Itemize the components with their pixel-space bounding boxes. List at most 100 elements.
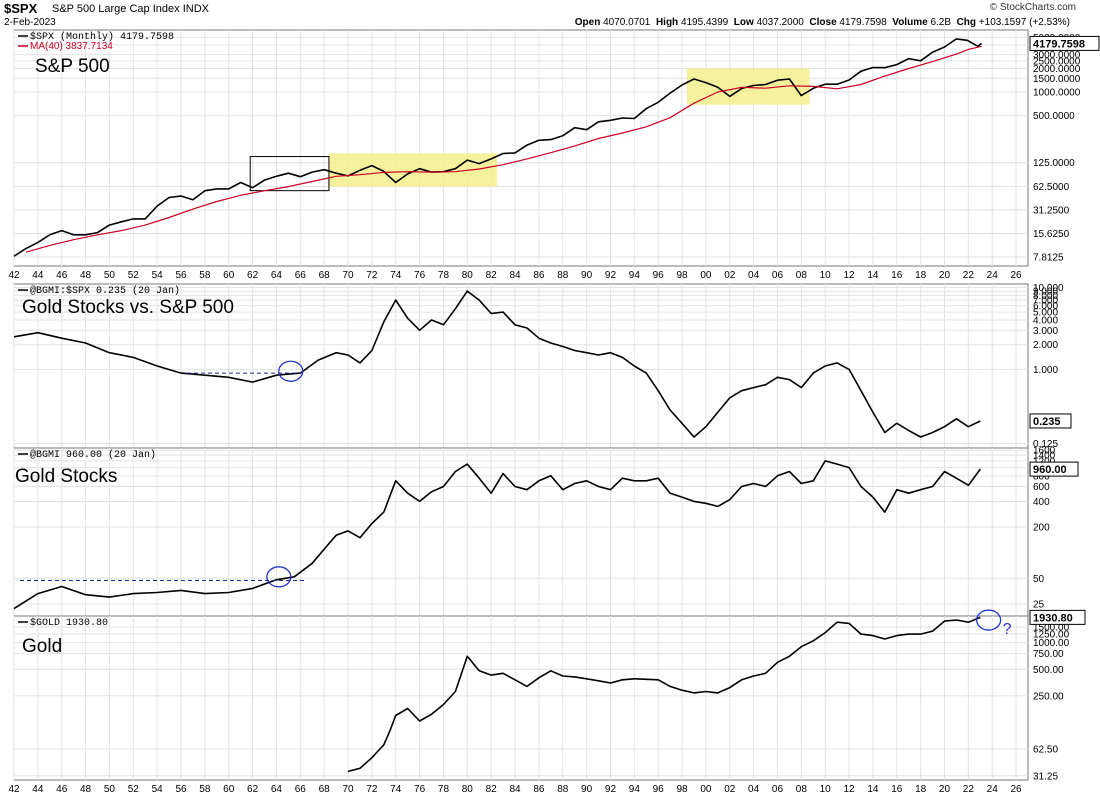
panel-spx: 5000.00004000.00003000.00002500.00002000… <box>13 29 1100 267</box>
x-tick-label: 92 <box>605 270 617 281</box>
last-value-box <box>1029 461 1079 477</box>
x-tick-label: 90 <box>581 270 593 281</box>
chart-header: $SPX S&P 500 Large Cap Index INDX 2-Feb-… <box>0 0 1100 30</box>
panel-title: S&P 500 <box>35 56 110 77</box>
x-tick-label: 60 <box>223 784 235 795</box>
price-line <box>13 38 983 257</box>
legend: $GOLD 1930.80 <box>18 617 108 629</box>
x-tick-label: 12 <box>843 784 855 795</box>
x-tick-label: 62 <box>247 784 259 795</box>
x-tick-label: 86 <box>533 784 545 795</box>
x-tick-label: 88 <box>557 784 569 795</box>
x-tick-label: 98 <box>676 270 688 281</box>
x-tick-label: 82 <box>486 784 498 795</box>
last-value-label: 0.235 <box>1033 416 1061 428</box>
y-tick-label: 5.000 <box>1033 308 1058 319</box>
panel-frame <box>13 615 1029 781</box>
last-value-box <box>1029 609 1086 625</box>
y-tick-label: 8.000 <box>1033 291 1058 302</box>
x-tick-label: 42 <box>8 784 20 795</box>
x-tick-label: 16 <box>891 270 903 281</box>
x-tick-label: 80 <box>462 784 474 795</box>
x-tick-label: 68 <box>319 784 331 795</box>
legend: @BGMI:$SPX 0.235 (20 Jan) <box>18 285 180 297</box>
y-tick-label: 2000.0000 <box>1033 64 1081 75</box>
high-value: 4195.4399 <box>680 17 729 28</box>
panel-frame <box>13 447 1029 617</box>
x-axis: 42 44 46 48 50 52 54 56 58 60 62 64 66 68 70 72 74 76 78 80… <box>8 270 1022 281</box>
x-tick-label: 24 <box>987 270 999 281</box>
x-tick-label: 72 <box>366 270 378 281</box>
legend-price-label: $SPX (Monthly) 4179.7598 <box>30 31 174 43</box>
x-tick-label: 66 <box>295 270 307 281</box>
close-value: 4179.7598 <box>839 17 887 28</box>
last-value-box <box>1029 413 1072 429</box>
highlight-circle <box>278 360 304 382</box>
x-tick-label: 20 <box>939 784 951 795</box>
x-tick-label: 94 <box>629 784 641 795</box>
y-tick-label: 400 <box>1033 497 1050 508</box>
x-tick-label: 72 <box>366 784 378 795</box>
x-tick-label: 86 <box>533 270 545 281</box>
x-tick-label: 52 <box>128 784 140 795</box>
x-tick-label: 96 <box>653 784 665 795</box>
x-tick-label: 80 <box>462 270 474 281</box>
x-tick-label: 00 <box>700 784 712 795</box>
x-tick-label: 76 <box>414 270 426 281</box>
x-tick-label: 56 <box>175 270 187 281</box>
y-tick-label: 500.00 <box>1033 665 1064 676</box>
x-tick-label: 88 <box>557 270 569 281</box>
y-tick-label: 1000.00 <box>1033 638 1070 649</box>
y-tick-label: 31.25 <box>1033 771 1058 782</box>
x-tick-label: 78 <box>438 784 450 795</box>
y-tick-label: 10.000 <box>1033 283 1064 294</box>
y-tick-label: 9.000 <box>1033 287 1058 298</box>
y-tick-label: 3000.0000 <box>1033 50 1081 61</box>
x-tick-label: 42 <box>8 270 20 281</box>
brand-label: © StockCharts.com <box>989 2 1076 13</box>
x-tick-label: 04 <box>748 270 760 281</box>
x-tick-label: 08 <box>796 784 808 795</box>
x-tick-label: 82 <box>486 270 498 281</box>
x-tick-label: 24 <box>987 784 999 795</box>
legend: @BGMI 960.00 (20 Jan) <box>18 449 156 461</box>
x-tick-label: 54 <box>152 784 164 795</box>
y-tick-label: 7.000 <box>1033 296 1058 307</box>
panel-title: Gold <box>22 636 62 657</box>
x-tick-label: 98 <box>676 784 688 795</box>
y-tick-label: 3.000 <box>1033 326 1058 337</box>
x-tick-label: 78 <box>438 270 450 281</box>
x-tick-label: 56 <box>175 784 187 795</box>
x-tick-label: 84 <box>509 784 521 795</box>
y-tick-label: 4.000 <box>1033 316 1058 327</box>
x-tick-label: 16 <box>891 784 903 795</box>
panel-frame <box>13 29 1029 267</box>
x-axis: 42 44 46 48 50 52 54 56 58 60 62 64 66 68 70 72 74 76 78 80… <box>8 784 1022 795</box>
ma-line <box>25 45 982 253</box>
x-tick-label: 58 <box>199 270 211 281</box>
x-tick-label: 10 <box>820 270 832 281</box>
x-tick-label: 44 <box>32 784 44 795</box>
annotation-box <box>249 156 330 192</box>
y-tick-label: 750.00 <box>1033 649 1064 660</box>
x-tick-label: 26 <box>1011 784 1023 795</box>
y-tick-label: 1600 <box>1033 446 1056 457</box>
x-tick-label: 54 <box>152 270 164 281</box>
x-tick-label: 66 <box>295 784 307 795</box>
ohlc-readout: Open 4070.0701 High 4195.4399 Low 4037.2… <box>574 17 1070 28</box>
y-tick-label: 1000.0000 <box>1033 88 1081 99</box>
x-tick-label: 70 <box>342 784 354 795</box>
y-tick-label: 500.0000 <box>1033 111 1075 122</box>
y-tick-label: 1250.00 <box>1033 630 1070 641</box>
y-tick-label: 15.6250 <box>1033 229 1070 240</box>
panel-bgmi: 16001400120010008006004002005025@BGMI 96… <box>13 446 1079 617</box>
y-tick-label: 31.2500 <box>1033 205 1070 216</box>
panel-title: Gold Stocks <box>15 466 117 487</box>
question-annotation: ? <box>1003 621 1012 638</box>
x-tick-label: 14 <box>867 784 879 795</box>
y-tick-label: 800 <box>1033 471 1050 482</box>
y-tick-label: 1500.00 <box>1033 623 1070 634</box>
x-tick-label: 62 <box>247 270 259 281</box>
